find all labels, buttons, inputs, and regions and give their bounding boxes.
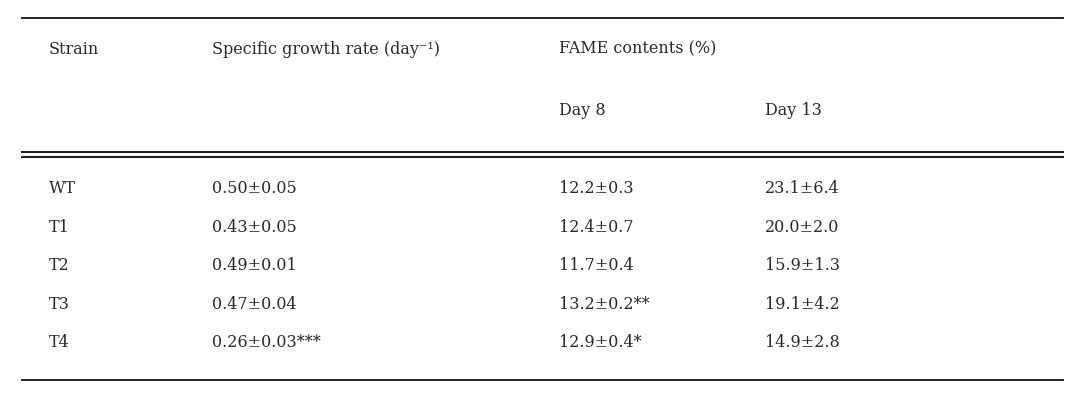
Text: 0.47±0.04: 0.47±0.04	[212, 296, 296, 313]
Text: T2: T2	[49, 257, 69, 274]
Text: 12.4±0.7: 12.4±0.7	[559, 219, 634, 236]
Text: 11.7±0.4: 11.7±0.4	[559, 257, 634, 274]
Text: 20.0±2.0: 20.0±2.0	[765, 219, 840, 236]
Text: 0.50±0.05: 0.50±0.05	[212, 180, 296, 197]
Text: T1: T1	[49, 219, 69, 236]
Text: 13.2±0.2**: 13.2±0.2**	[559, 296, 650, 313]
Text: 12.2±0.3: 12.2±0.3	[559, 180, 634, 197]
Text: 14.9±2.8: 14.9±2.8	[765, 334, 840, 351]
Text: 0.43±0.05: 0.43±0.05	[212, 219, 296, 236]
Text: FAME contents (%): FAME contents (%)	[559, 40, 716, 58]
Text: 0.49±0.01: 0.49±0.01	[212, 257, 296, 274]
Text: 19.1±4.2: 19.1±4.2	[765, 296, 840, 313]
Text: Strain: Strain	[49, 40, 99, 58]
Text: Specific growth rate (day⁻¹): Specific growth rate (day⁻¹)	[212, 40, 439, 58]
Text: T4: T4	[49, 334, 69, 351]
Text: Day 8: Day 8	[559, 101, 605, 119]
Text: 0.26±0.03***: 0.26±0.03***	[212, 334, 320, 351]
Text: T3: T3	[49, 296, 69, 313]
Text: 12.9±0.4*: 12.9±0.4*	[559, 334, 641, 351]
Text: WT: WT	[49, 180, 76, 197]
Text: 15.9±1.3: 15.9±1.3	[765, 257, 840, 274]
Text: 23.1±6.4: 23.1±6.4	[765, 180, 840, 197]
Text: Day 13: Day 13	[765, 101, 821, 119]
